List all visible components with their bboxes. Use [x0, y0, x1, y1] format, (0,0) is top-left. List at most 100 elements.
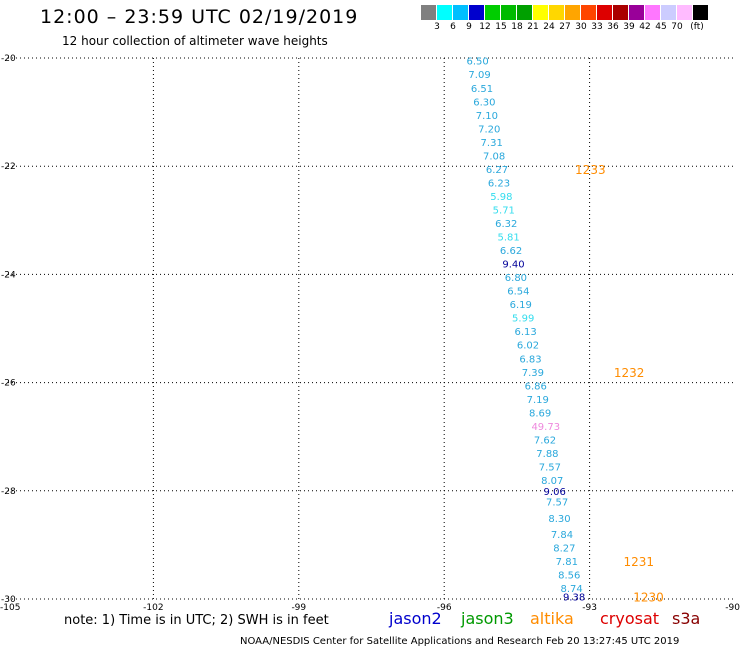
wave-height-label: 6.51 — [471, 84, 493, 95]
legend-label: 33 — [591, 22, 603, 32]
satellite-label-s3a: s3a — [672, 609, 701, 628]
y-tick-label: -26 — [1, 379, 16, 389]
legend-label: 12 — [479, 22, 491, 32]
y-tick-label: -28 — [1, 487, 16, 497]
legend-label: 15 — [495, 22, 507, 32]
wave-height-label: 8.74 — [561, 584, 583, 595]
x-tick-label: -105 — [0, 603, 20, 613]
legend-swatch — [533, 5, 549, 20]
wave-height-label: 5.71 — [493, 205, 515, 216]
legend-label: 39 — [623, 22, 635, 32]
wave-height-label: 7.84 — [551, 530, 573, 541]
y-tick-label: -20 — [1, 54, 16, 64]
legend-swatch — [565, 5, 581, 20]
legend-swatch — [549, 5, 565, 20]
legend-swatch — [677, 5, 693, 20]
wave-height-label: 7.81 — [556, 557, 578, 568]
legend-swatches — [421, 5, 709, 20]
legend-label: (ft) — [690, 22, 704, 32]
wave-height-label: 5.98 — [490, 192, 512, 203]
wave-height-label: 6.80 — [505, 273, 527, 284]
wave-height-label: 6.02 — [517, 341, 539, 352]
legend-label: 30 — [575, 22, 587, 32]
satellite-label-jason2: jason2 — [389, 609, 442, 628]
satellite-altika: altika — [530, 609, 574, 628]
wave-height-label: 6.19 — [510, 300, 532, 311]
x-tick-label: -102 — [143, 603, 163, 613]
legend-label: 21 — [527, 22, 539, 32]
wave-height-label: 6.27 — [486, 165, 508, 176]
legend-swatch — [517, 5, 533, 20]
legend-swatch — [437, 5, 453, 20]
x-tick-label: -93 — [582, 603, 597, 613]
legend-swatch — [501, 5, 517, 20]
wave-height-label: 7.08 — [483, 151, 505, 162]
time-label: 1233 — [575, 163, 606, 177]
time-label: 1232 — [614, 366, 645, 380]
legend-label: 36 — [607, 22, 619, 32]
legend-swatch — [469, 5, 485, 20]
chart-title: 12:00 – 23:59 UTC 02/19/2019 — [40, 6, 359, 28]
note-text: note: 1) Time is in UTC; 2) SWH is in fe… — [64, 613, 329, 628]
wave-height-label: 6.62 — [500, 246, 522, 257]
x-tick-label: -90 — [725, 603, 740, 613]
wave-height-label: 7.10 — [476, 111, 498, 122]
satellite-label-cryosat: cryosat — [600, 609, 660, 628]
time-label: 1230 — [633, 590, 664, 604]
legend-swatch — [693, 5, 709, 20]
legend-labels: 3 6 9 12 15 18 21 24 27 30 33 36 39 42 45 70 (ft) — [421, 20, 709, 34]
legend-swatch — [421, 5, 437, 20]
legend-label: 24 — [543, 22, 555, 32]
wave-height-label: 7.57 — [539, 462, 561, 473]
legend-label: 70 — [671, 22, 683, 32]
y-tick-label: -24 — [1, 270, 16, 280]
color-scale-legend: 3 6 9 12 15 18 21 24 27 30 33 36 39 42 45 70 (ft) — [421, 5, 709, 34]
wave-height-label: 49.73 — [531, 422, 560, 433]
wave-height-label: 6.32 — [495, 219, 517, 230]
legend-swatch — [485, 5, 501, 20]
wave-height-label: 7.09 — [468, 70, 490, 81]
satellite-jason2: jason2 — [389, 609, 442, 628]
wave-height-label: 7.20 — [478, 124, 500, 135]
legend-label: 3 — [434, 22, 440, 32]
wave-height-label: 7.57 — [546, 498, 568, 509]
legend-label: 6 — [450, 22, 456, 32]
footer-credit: NOAA/NESDIS Center for Satellite Applica… — [240, 636, 680, 647]
wave-height-label: 8.07 — [541, 476, 563, 487]
wave-height-label: 6.83 — [519, 354, 541, 365]
wave-height-label: 7.31 — [481, 138, 503, 149]
legend-swatch — [453, 5, 469, 20]
satellite-jason3: jason3 — [461, 609, 514, 628]
legend-label: 45 — [655, 22, 667, 32]
wave-height-label: 6.23 — [488, 178, 510, 189]
wave-height-label: 7.88 — [536, 449, 558, 460]
wave-height-label: 9.38 — [563, 592, 585, 603]
wave-height-label: 6.50 — [466, 57, 488, 68]
wave-height-label: 7.62 — [534, 435, 556, 446]
wave-height-label: 8.27 — [553, 544, 575, 555]
x-tick-label: -99 — [291, 603, 306, 613]
wave-height-label: 6.86 — [525, 381, 547, 392]
legend-label: 9 — [466, 22, 472, 32]
satellite-label-altika: altika — [530, 609, 574, 628]
legend-label: 27 — [559, 22, 571, 32]
legend-swatch — [613, 5, 629, 20]
legend-swatch — [597, 5, 613, 20]
satellite-s3a: s3a — [672, 609, 700, 628]
wave-height-label: 6.13 — [514, 327, 536, 338]
wave-height-label: 9.40 — [502, 260, 524, 271]
time-label: 1231 — [624, 555, 655, 569]
legend-swatch — [645, 5, 661, 20]
satellite-label-jason3: jason3 — [461, 609, 514, 628]
wave-height-label: 8.56 — [558, 571, 580, 582]
y-tick-label: -22 — [1, 162, 16, 172]
wave-height-label: 7.39 — [522, 368, 544, 379]
wave-height-label: 9.06 — [544, 487, 566, 498]
wave-height-label: 6.54 — [507, 287, 529, 298]
wave-height-label: 5.81 — [498, 233, 520, 244]
satellite-cryosat: cryosat — [600, 609, 659, 628]
wave-height-label: 5.99 — [512, 314, 534, 325]
wave-height-label: 6.30 — [473, 97, 495, 108]
chart-subtitle: 12 hour collection of altimeter wave hei… — [62, 34, 328, 48]
